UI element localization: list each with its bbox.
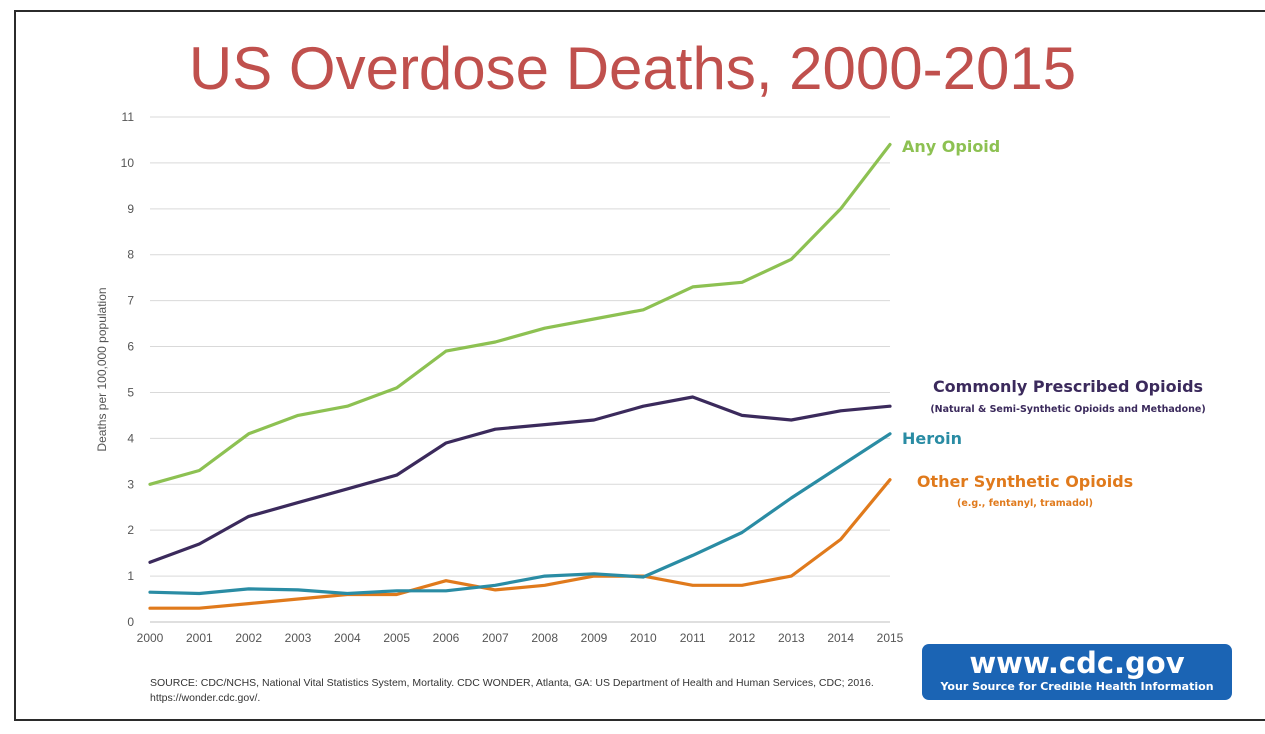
- source-note: SOURCE: CDC/NCHS, National Vital Statist…: [150, 677, 874, 704]
- y-tick-label: 2: [127, 523, 134, 537]
- series-label: Heroin: [902, 429, 962, 448]
- x-tick-label: 2011: [680, 631, 706, 645]
- slide-frame: [14, 10, 1265, 721]
- y-tick-label: 9: [127, 202, 134, 216]
- cdc-tagline: Your Source for Credible Health Informat…: [940, 680, 1214, 693]
- series-lines: [148, 142, 892, 610]
- x-axis: 2000 2001 2002 2003 2004 2005 2006 2007 2008 2009…: [137, 621, 904, 645]
- x-tick-label: 2000: [137, 631, 164, 645]
- x-tick-label: 2004: [334, 631, 361, 645]
- series-line-heroin: [148, 432, 892, 596]
- x-tick-label: 2002: [235, 631, 262, 645]
- series-line-other-synthetic-opioids: [148, 478, 892, 610]
- x-tick-label: 2008: [531, 631, 558, 645]
- cdc-badge[interactable]: www.cdc.gov Your Source for Credible Hea…: [922, 644, 1232, 700]
- x-tick-label: 2014: [827, 631, 854, 645]
- x-tick-label: 2003: [285, 631, 312, 645]
- y-tick-label: 10: [121, 156, 135, 170]
- y-axis: 0 1 2 3 4 5 6 7 8 9 10 11: [121, 110, 135, 629]
- series-sublabel: (e.g., fentanyl, tramadol): [957, 498, 1093, 509]
- y-tick-label: 6: [127, 340, 134, 354]
- x-tick-label: 2012: [729, 631, 756, 645]
- y-tick-label: 0: [127, 615, 134, 629]
- series-label: Other Synthetic Opioids: [917, 472, 1133, 491]
- series-labels: Any Opioid Commonly Prescribed Opioids (Na…: [902, 137, 1206, 509]
- x-tick-label: 2009: [581, 631, 608, 645]
- chart-title: US Overdose Deaths, 2000-2015: [188, 35, 1077, 102]
- y-tick-label: 3: [127, 477, 134, 491]
- y-tick-label: 11: [122, 110, 135, 124]
- gridlines: [150, 116, 890, 623]
- y-tick-label: 1: [127, 569, 134, 583]
- x-tick-label: 2001: [186, 631, 213, 645]
- cdc-url[interactable]: www.cdc.gov: [969, 646, 1185, 680]
- x-tick-label: 2007: [482, 631, 509, 645]
- x-tick-label: 2013: [778, 631, 805, 645]
- y-tick-label: 4: [127, 431, 134, 445]
- y-tick-label: 8: [127, 248, 134, 262]
- series-sublabel: (Natural & Semi-Synthetic Opioids and Me…: [930, 404, 1205, 415]
- y-tick-label: 7: [127, 294, 134, 308]
- series-line-commonly-prescribed-opioids: [148, 395, 892, 564]
- series-line-any-opioid: [148, 142, 892, 486]
- series-label: Commonly Prescribed Opioids: [933, 377, 1203, 396]
- x-tick-label: 2010: [630, 631, 657, 645]
- x-tick-label: 2015: [877, 631, 904, 645]
- y-tick-label: 5: [127, 385, 134, 399]
- series-label: Any Opioid: [902, 137, 1000, 156]
- y-axis-label: Deaths per 100,000 population: [95, 287, 109, 451]
- x-tick-label: 2006: [433, 631, 460, 645]
- x-tick-label: 2005: [383, 631, 410, 645]
